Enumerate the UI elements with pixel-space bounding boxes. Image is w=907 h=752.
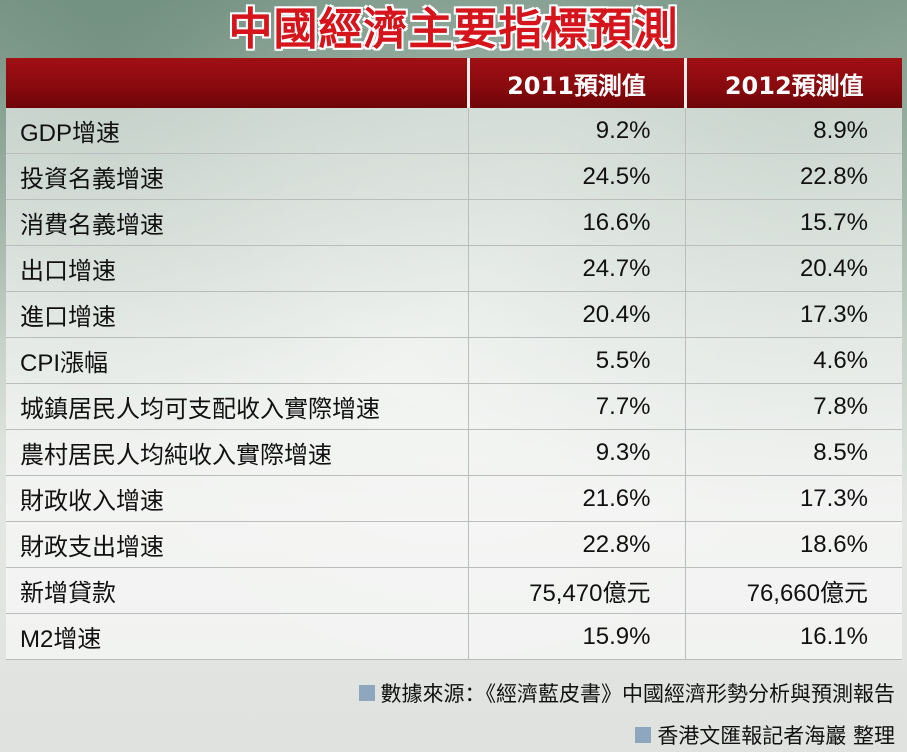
value-2011-cell: 21.6%	[467, 475, 685, 522]
table-row: 城鎮居民人均可支配收入實際增速 7.7% 7.8%	[6, 383, 902, 430]
indicator-cell: 新增貸款	[6, 567, 468, 614]
table-row: M2增速 15.9% 16.1%	[6, 613, 902, 660]
table-row: GDP增速 9.2% 8.9%	[6, 108, 902, 154]
table-row: 消費名義增速 16.6% 15.7%	[6, 199, 902, 246]
value-2012-cell: 76,660億元	[684, 567, 902, 614]
table-row: 出口增速 24.7% 20.4%	[6, 245, 902, 292]
value-2012-cell: 7.8%	[684, 383, 902, 430]
value-2011-cell: 22.8%	[467, 521, 685, 568]
value-2012-cell: 20.4%	[684, 245, 902, 292]
source-note: 數據來源：《經濟藍皮書》中國經濟形勢分析與預測報告	[358, 678, 896, 708]
value-2012-cell: 17.3%	[684, 475, 902, 522]
indicator-cell: GDP增速	[6, 108, 468, 154]
header-2011-forecast: 2011預測值	[466, 58, 685, 108]
value-2011-cell: 9.3%	[467, 429, 685, 476]
value-2011-cell: 15.9%	[467, 613, 685, 660]
indicator-cell: 消費名義增速	[6, 199, 468, 246]
indicator-cell: 投資名義增速	[6, 153, 468, 200]
indicator-cell: 進口增速	[6, 291, 468, 338]
value-2012-cell: 4.6%	[684, 337, 902, 384]
source-text: 數據來源：《經濟藍皮書》中國經濟形勢分析與預測報告	[380, 682, 896, 706]
credit-text: 香港文匯報記者海巖 整理	[657, 724, 895, 748]
forecast-table: 2011預測值 2012預測值 GDP增速 9.2% 8.9% 投資名義增速 24.5%…	[6, 58, 902, 660]
table-row: 農村居民人均純收入實際增速 9.3% 8.5%	[6, 429, 902, 476]
value-2011-cell: 7.7%	[467, 383, 685, 430]
header-2012-forecast: 2012預測值	[683, 58, 902, 108]
indicator-cell: 城鎮居民人均可支配收入實際增速	[6, 383, 468, 430]
value-2012-cell: 18.6%	[684, 521, 902, 568]
value-2011-cell: 24.5%	[467, 153, 685, 200]
table-row: 新增貸款 75,470億元 76,660億元	[6, 567, 902, 614]
bullet-square-icon	[635, 727, 652, 743]
value-2011-cell: 75,470億元	[467, 567, 685, 614]
table-row: CPI漲幅 5.5% 4.6%	[6, 337, 902, 384]
indicator-cell: 農村居民人均純收入實際增速	[6, 429, 468, 476]
table-row: 財政收入增速 21.6% 17.3%	[6, 475, 902, 522]
indicator-cell: 出口增速	[6, 245, 468, 292]
value-2011-cell: 16.6%	[467, 199, 685, 246]
value-2012-cell: 15.7%	[684, 199, 902, 246]
table-row: 財政支出增速 22.8% 18.6%	[6, 521, 902, 568]
table-header-row: 2011預測值 2012預測值	[6, 58, 902, 108]
credit-note: 香港文匯報記者海巖 整理	[635, 720, 895, 750]
value-2011-cell: 20.4%	[467, 291, 685, 338]
table-row: 進口增速 20.4% 17.3%	[6, 291, 902, 338]
header-indicator	[6, 58, 468, 108]
value-2011-cell: 9.2%	[467, 108, 685, 154]
value-2012-cell: 17.3%	[684, 291, 902, 338]
value-2012-cell: 8.5%	[684, 429, 902, 476]
value-2012-cell: 22.8%	[684, 153, 902, 200]
value-2011-cell: 24.7%	[467, 245, 685, 292]
indicator-cell: 財政支出增速	[6, 521, 468, 568]
value-2012-cell: 16.1%	[684, 613, 902, 660]
indicator-cell: CPI漲幅	[6, 337, 468, 384]
bullet-square-icon	[358, 685, 375, 701]
value-2011-cell: 5.5%	[467, 337, 685, 384]
indicator-cell: 財政收入增速	[6, 475, 468, 522]
page-title: 中國經濟主要指標預測	[228, 4, 679, 55]
value-2012-cell: 8.9%	[684, 108, 902, 154]
table-row: 投資名義增速 24.5% 22.8%	[6, 153, 902, 200]
indicator-cell: M2增速	[6, 613, 468, 660]
